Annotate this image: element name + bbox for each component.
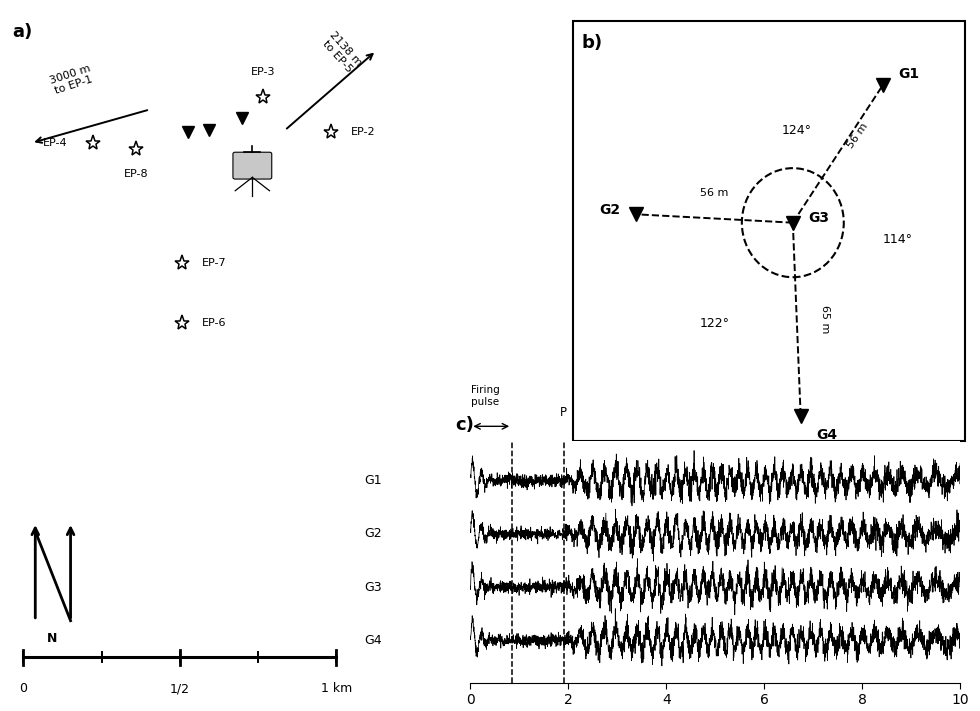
Text: G3: G3 bbox=[365, 581, 382, 594]
Text: EP-6: EP-6 bbox=[203, 319, 227, 328]
Text: G1: G1 bbox=[899, 67, 919, 81]
Text: b): b) bbox=[581, 34, 603, 52]
Text: 56 m: 56 m bbox=[845, 121, 869, 150]
Text: G1: G1 bbox=[365, 474, 382, 487]
Text: 3000 m
to EP-1: 3000 m to EP-1 bbox=[48, 63, 95, 97]
Text: a): a) bbox=[13, 23, 32, 41]
Text: G4: G4 bbox=[816, 428, 838, 442]
Text: G2: G2 bbox=[365, 528, 382, 540]
Text: N: N bbox=[47, 632, 58, 645]
Text: c): c) bbox=[456, 416, 474, 434]
Text: G4: G4 bbox=[365, 634, 382, 647]
Text: 114°: 114° bbox=[883, 233, 913, 246]
Text: 1 km: 1 km bbox=[320, 683, 352, 695]
Text: EP-3: EP-3 bbox=[251, 67, 275, 77]
Text: 2138 m
to EP-5: 2138 m to EP-5 bbox=[319, 30, 364, 76]
Text: 65 m: 65 m bbox=[820, 305, 830, 333]
Text: 0: 0 bbox=[20, 683, 27, 695]
Text: G3: G3 bbox=[808, 211, 829, 225]
Text: 56 m: 56 m bbox=[701, 188, 728, 198]
Text: 122°: 122° bbox=[700, 317, 729, 330]
Text: EP-4: EP-4 bbox=[43, 138, 68, 148]
Text: 124°: 124° bbox=[782, 124, 811, 137]
Text: 1/2: 1/2 bbox=[170, 683, 190, 695]
Text: Firing
pulse: Firing pulse bbox=[470, 385, 500, 407]
Text: EP-8: EP-8 bbox=[124, 169, 149, 179]
FancyBboxPatch shape bbox=[233, 152, 271, 179]
Text: EP-7: EP-7 bbox=[202, 257, 227, 267]
Text: G2: G2 bbox=[599, 203, 620, 217]
Text: EP-2: EP-2 bbox=[351, 127, 375, 137]
Text: P: P bbox=[560, 406, 567, 419]
